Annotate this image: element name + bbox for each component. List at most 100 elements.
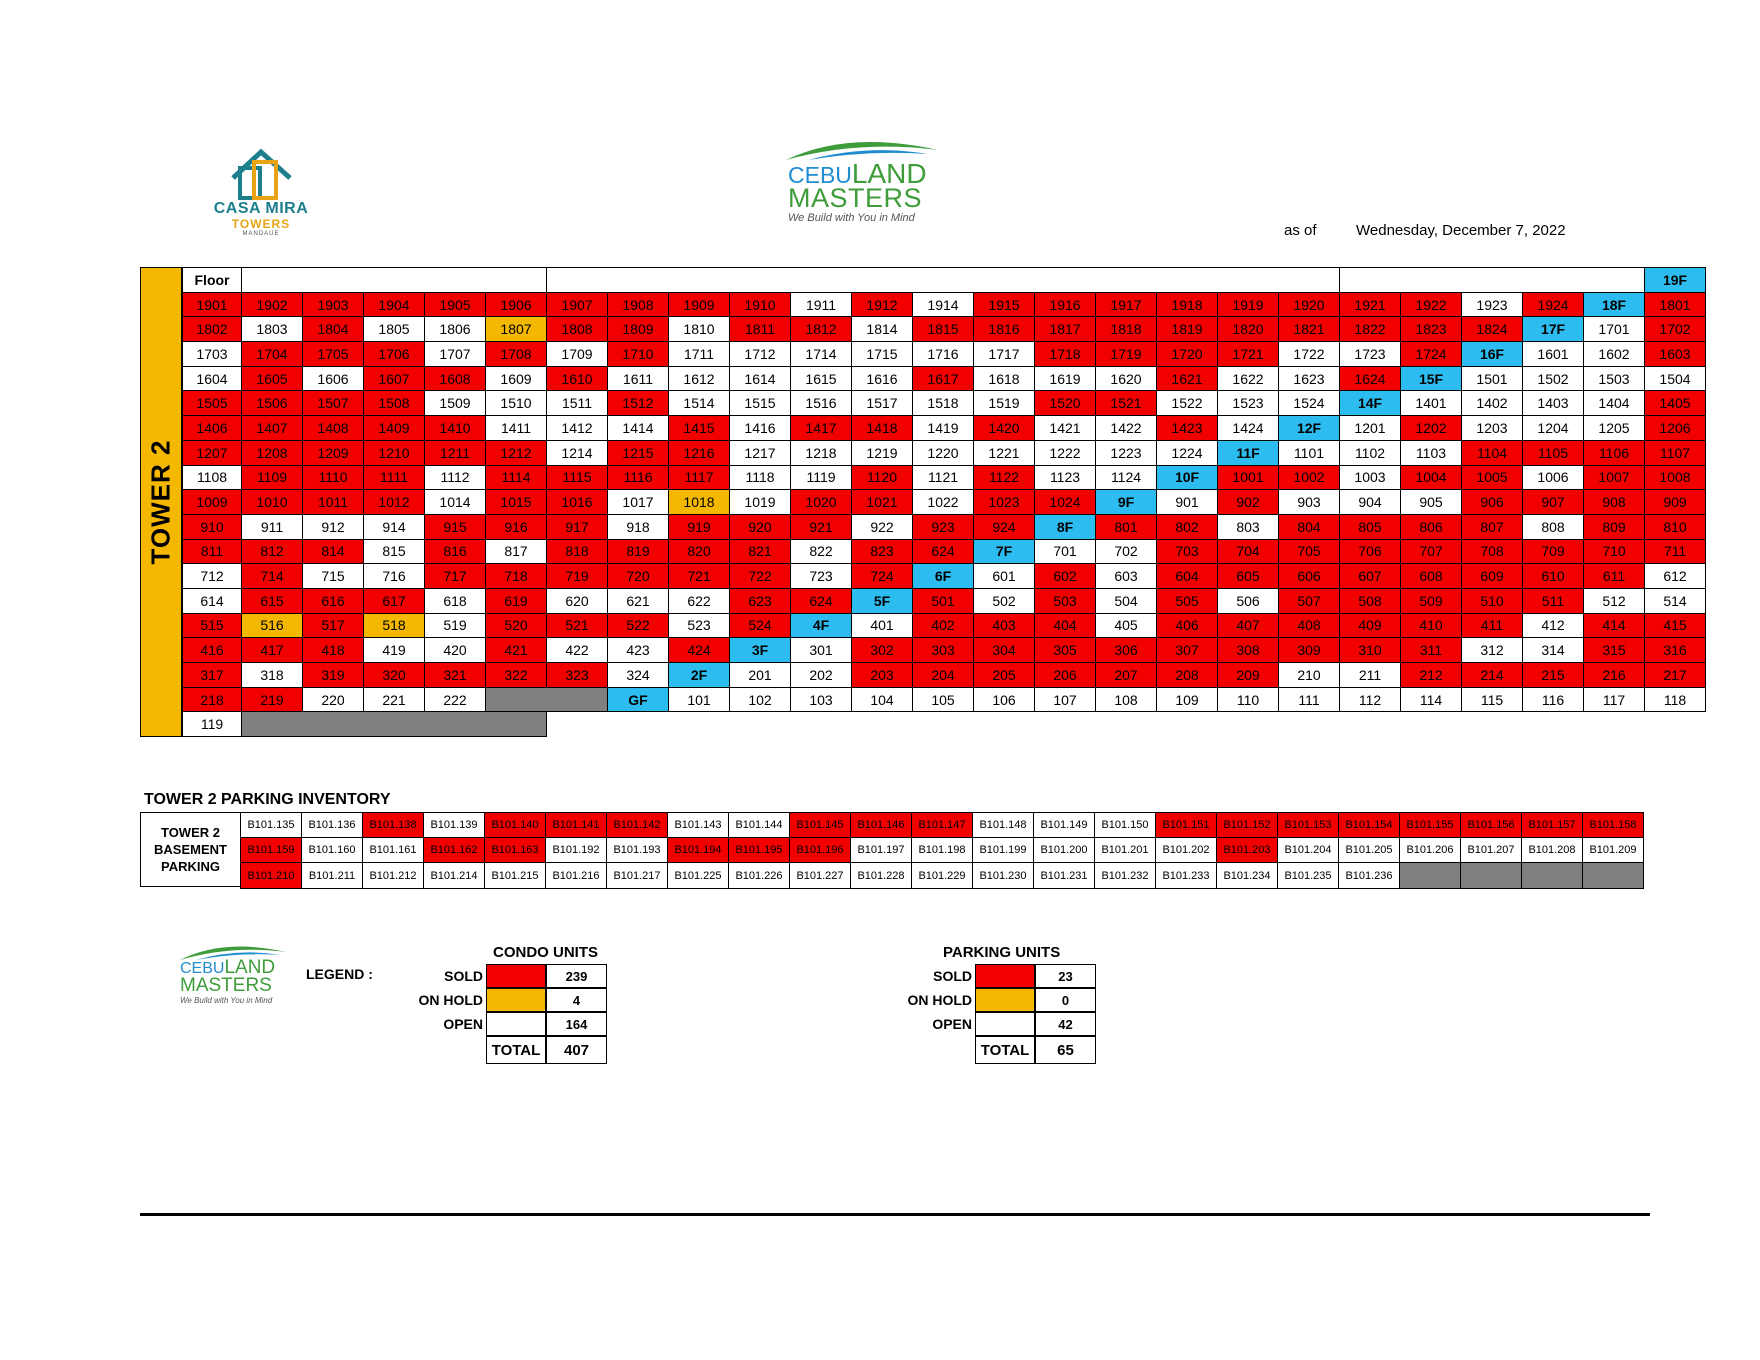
parking-slot: B101.199 (972, 838, 1033, 863)
unit-cell: 1915 (974, 292, 1035, 318)
unit-cell: 1815 (913, 317, 974, 343)
unit-cell: 902 (1218, 490, 1279, 515)
unit-cell: 1611 (608, 366, 669, 392)
unit-cell: 924 (974, 514, 1035, 540)
parking-slot: B101.144 (728, 813, 789, 838)
landmasters-wordmark-bottom-small: MASTERS (180, 975, 272, 996)
floor-column-header: Floor (183, 268, 242, 293)
unit-cell: 116 (1523, 687, 1584, 713)
unit-cell: 1709 (547, 342, 608, 367)
unit-cell: 818 (547, 539, 608, 565)
unit-cell: 702 (1096, 539, 1157, 565)
parking-slot: B101.202 (1155, 838, 1216, 863)
parking-slot: B101.152 (1216, 813, 1277, 838)
unit-cell: 1610 (547, 366, 608, 392)
unit-cell: 811 (183, 539, 242, 565)
unit-cell: 1519 (974, 391, 1035, 417)
unit-cell: 320 (364, 663, 425, 688)
parking-slots-grid: B101.135 B101.136 B101.138 B101.139 B101.140… (240, 812, 1644, 889)
unit-cell: 1215 (608, 440, 669, 466)
unit-cell: 1401 (1401, 391, 1462, 417)
unit-cell: 703 (1157, 539, 1218, 565)
unit-cell: 118 (1645, 687, 1706, 713)
unit-cell: 1123 (1035, 465, 1096, 491)
unit-cell: 1922 (1401, 292, 1462, 318)
parking-slot: B101.138 (362, 813, 423, 838)
unit-cell: 1017 (608, 490, 669, 515)
unit-cell: 1505 (183, 391, 242, 417)
floor-label: 8F (1035, 514, 1096, 540)
unit-cell: 424 (669, 638, 730, 663)
as-of-label: as of (1284, 222, 1317, 239)
unit-cell: 1222 (1035, 440, 1096, 466)
unit-cell: 316 (1645, 638, 1706, 663)
unit-cell: 411 (1462, 613, 1523, 639)
parking-on-hold-count: 0 (1035, 988, 1096, 1012)
unit-cell: 1619 (1035, 366, 1096, 392)
floor-label: GF (608, 687, 669, 713)
unit-cell: 1701 (1584, 317, 1645, 343)
unit-cell: 706 (1340, 539, 1401, 565)
parking-slot: B101.234 (1216, 863, 1277, 888)
unit-cell: 1612 (669, 366, 730, 392)
unit-cell: 110 (1218, 687, 1279, 713)
unit-cell: 119 (183, 712, 242, 738)
unit-cell: 1804 (303, 317, 364, 343)
unit-cell: 1006 (1523, 465, 1584, 491)
condo-open-swatch (486, 1012, 546, 1036)
unit-cell: 1221 (974, 440, 1035, 466)
parking-slot: B101.145 (789, 813, 850, 838)
unit-cell: 1224 (1157, 440, 1218, 466)
unit-cell: 1420 (974, 416, 1035, 441)
unit-cell: 217 (1645, 663, 1706, 688)
unit-cell: 608 (1401, 564, 1462, 589)
unit-cell: 420 (425, 638, 486, 663)
unit-cell: 221 (364, 687, 425, 713)
unit-cell: 1617 (913, 366, 974, 392)
unit-cell: 1209 (303, 440, 364, 466)
casa-mira-house-icon (231, 148, 292, 200)
unit-cell: 516 (242, 613, 303, 639)
unit-cell: 820 (669, 539, 730, 565)
unit-cell: 1202 (1401, 416, 1462, 441)
unit-cell: 1806 (425, 317, 486, 343)
unit-cell: 1107 (1645, 440, 1706, 466)
floor-label: 18F (1584, 292, 1645, 318)
parking-slot: B101.136 (301, 813, 362, 838)
unit-cell: 1003 (1340, 465, 1401, 491)
unit-cell: 1822 (1340, 317, 1401, 343)
unit-cell: 611 (1584, 564, 1645, 589)
unit-cell: 1008 (1645, 465, 1706, 491)
parking-slot: B101.231 (1033, 863, 1094, 888)
unit-cell: 519 (425, 613, 486, 639)
unit-cell: 302 (852, 638, 913, 663)
parking-section-label: TOWER 2 BASEMENT PARKING (140, 812, 241, 887)
unit-cell: 1018 (669, 490, 730, 515)
unit-cell: 714 (242, 564, 303, 589)
unit-cell: 307 (1157, 638, 1218, 663)
unit-cell: 117 (1584, 687, 1645, 713)
unit-cell: 1814 (852, 317, 913, 343)
unit-cell: 1204 (1523, 416, 1584, 441)
parking-slot: B101.212 (362, 863, 423, 888)
unit-cell: 717 (425, 564, 486, 589)
parking-slot: B101.204 (1277, 838, 1338, 863)
unit-cell: 1416 (730, 416, 791, 441)
unit-cell: 705 (1279, 539, 1340, 565)
unit-cell: 1602 (1584, 342, 1645, 367)
unit-cell: 602 (1035, 564, 1096, 589)
landmasters-tagline: We Build with You in Mind (788, 212, 915, 224)
unit-cell: 1007 (1584, 465, 1645, 491)
unit-cell: 1620 (1096, 366, 1157, 392)
unavailable-cell (486, 687, 608, 713)
unit-cell: 1901 (183, 292, 242, 318)
unit-cell: 104 (852, 687, 913, 713)
unavailable-slot (1521, 863, 1582, 888)
unit-cell: 803 (1218, 514, 1279, 540)
unit-cell: 422 (547, 638, 608, 663)
unit-cell: 222 (425, 687, 486, 713)
unit-cell: 1405 (1645, 391, 1706, 417)
parking-slot: B101.232 (1094, 863, 1155, 888)
unit-cell: 1423 (1157, 416, 1218, 441)
unit-cell: 916 (486, 514, 547, 540)
